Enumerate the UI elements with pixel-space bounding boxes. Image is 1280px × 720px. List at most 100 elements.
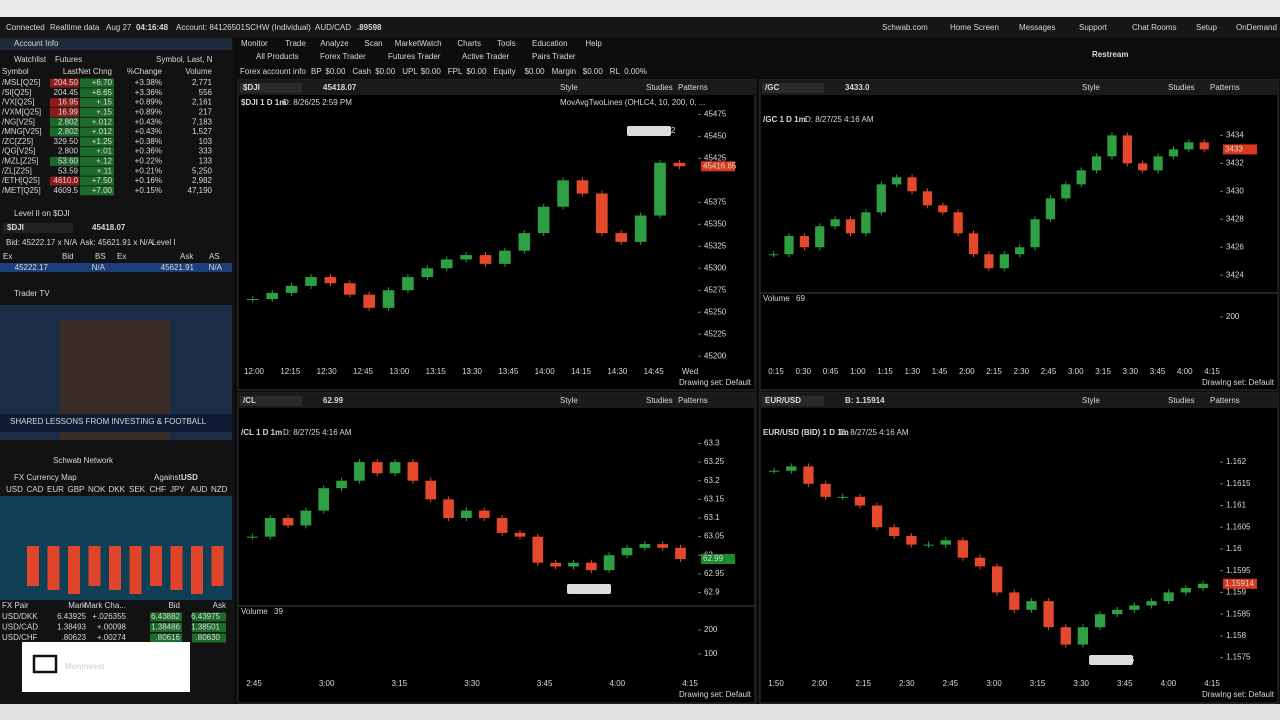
status-link[interactable]: Support (1079, 23, 1108, 32)
submenu-tab[interactable]: Pairs Trader (532, 52, 576, 61)
chart-patterns[interactable]: Patterns (678, 396, 708, 405)
candle (336, 480, 347, 489)
x-tick-label: 3:30 (1073, 679, 1089, 688)
forex-field: UPL (402, 67, 418, 76)
watchlist-cell[interactable]: /QG[V25] (2, 147, 35, 156)
x-tick-label: 1:15 (877, 367, 893, 376)
x-tick-label: 0:45 (823, 367, 839, 376)
candle (407, 462, 419, 481)
watchlist-cell[interactable]: /MSL[Q25] (2, 78, 40, 87)
status-link[interactable]: Home Screen (950, 23, 999, 32)
forex-field: $0.00 (583, 67, 604, 76)
chart-studies[interactable]: Studies (1168, 83, 1195, 92)
row-change-bg (80, 186, 114, 196)
watchlist-cell[interactable]: /ZL[Z25] (2, 166, 32, 175)
level2-column: BS (95, 252, 106, 261)
chart-patterns[interactable]: Patterns (1210, 396, 1240, 405)
y-tick-label: 63.2 (704, 476, 720, 485)
menu-tab[interactable]: Tools (497, 39, 516, 48)
candle (837, 496, 848, 498)
candle (247, 299, 259, 301)
fx-against: Against: (154, 473, 183, 482)
fx-bar (27, 546, 39, 586)
status-link[interactable]: Setup (1196, 23, 1217, 32)
menu-tab[interactable]: Monitor (241, 39, 268, 48)
chart-title: $DJI 1 D 1m (241, 98, 286, 107)
row-change-bg (80, 98, 114, 108)
chart-patterns[interactable]: Patterns (1210, 83, 1240, 92)
status-link[interactable]: OnDemand (1236, 23, 1277, 32)
candle (957, 540, 968, 558)
chart-style[interactable]: Style (1082, 396, 1100, 405)
watchlist-cell[interactable]: /VXM[Q25] (2, 108, 41, 117)
x-tick-label: 3:30 (464, 679, 480, 688)
watchlist-cell: 2,771 (192, 78, 213, 87)
status-time: 04:16:48 (136, 23, 169, 32)
watchlist-cell[interactable]: /ETH[Q25] (2, 176, 40, 185)
x-tick-label: 4:00 (610, 679, 626, 688)
status-link[interactable]: Messages (1019, 23, 1055, 32)
menu-tab[interactable]: Help (585, 39, 602, 48)
status-link[interactable]: Chat Rooms (1132, 23, 1176, 32)
chart-studies[interactable]: Studies (1168, 396, 1195, 405)
chart-study: MovAvgTwoLines (OHLC4, 10, 200, 0, ... (560, 98, 705, 107)
watchlist-cell[interactable]: /VX[Q25] (2, 98, 34, 107)
chart-studies[interactable]: Studies (646, 396, 673, 405)
chart-studies[interactable]: Studies (646, 83, 673, 92)
candle (1094, 614, 1106, 628)
y-tick-label: 62.95 (704, 569, 725, 578)
tv-network[interactable]: Schwab Network (53, 456, 114, 465)
submenu-tab[interactable]: Forex Trader (320, 52, 366, 61)
chart-symbol: /GC (765, 83, 779, 92)
menu-tab[interactable]: Trade (285, 39, 306, 48)
candle (786, 466, 797, 471)
status-bar (0, 17, 1280, 37)
x-tick-label: 0:15 (768, 367, 784, 376)
candle (371, 462, 383, 474)
level2-bid: Bid: 45222.17 x N/A (6, 238, 78, 247)
watchlist-cell: 133 (199, 157, 213, 166)
chart-style[interactable]: Style (1082, 83, 1100, 92)
forex-field: FPL (448, 67, 463, 76)
fx-column: Ask (213, 601, 227, 610)
submenu-tab[interactable]: Futures Trader (388, 52, 441, 61)
menu-tab[interactable]: Education (532, 39, 568, 48)
menu-tab[interactable]: Scan (364, 39, 382, 48)
watchlist-cell[interactable]: /ZC[Z25] (2, 137, 33, 146)
y-tick-label: 63.05 (704, 532, 725, 541)
candle (621, 547, 633, 556)
watchlist-cell[interactable]: /SI[Q25] (2, 88, 31, 97)
chart-patterns[interactable]: Patterns (678, 83, 708, 92)
menu-tab[interactable]: Charts (457, 39, 481, 48)
row-change-bg (80, 166, 114, 176)
y-tick-label: 3432 (1226, 158, 1244, 167)
candle (1197, 583, 1209, 589)
fx-cell: +.00274 (97, 633, 127, 642)
chart-style[interactable]: Style (560, 396, 578, 405)
menu-tab[interactable]: MarketWatch (395, 39, 442, 48)
watchlist-cell[interactable]: /NG[V25] (2, 117, 35, 126)
candle (537, 206, 550, 234)
watchlist-cell[interactable]: /MNG[V25] (2, 127, 42, 136)
candle (354, 462, 365, 481)
watchlist-cell: +0.89% (135, 108, 162, 117)
chart-price: B: 1.15914 (845, 396, 885, 405)
watchlist-cell: +.01 (96, 147, 112, 156)
candle (266, 292, 279, 300)
chart-style[interactable]: Style (560, 83, 578, 92)
candle (1122, 135, 1132, 164)
candle (576, 180, 589, 194)
watchlist-column: Net Chng (78, 67, 112, 76)
submenu-tab[interactable]: All Products (256, 52, 299, 61)
fx-cell: .80623 (62, 633, 87, 642)
fx-bid-bg (150, 633, 182, 643)
candle (532, 536, 544, 563)
watchlist-cell[interactable]: /MZL[Z25] (2, 157, 38, 166)
price-tag-bg (701, 161, 735, 172)
menu-tab[interactable]: Analyze (320, 39, 349, 48)
status-link[interactable]: Schwab.com (882, 23, 928, 32)
volume-tick-label: 100 (704, 649, 718, 658)
submenu-tab[interactable]: Active Trader (462, 52, 509, 61)
watchlist-cell[interactable]: /MET[Q25] (2, 186, 41, 195)
